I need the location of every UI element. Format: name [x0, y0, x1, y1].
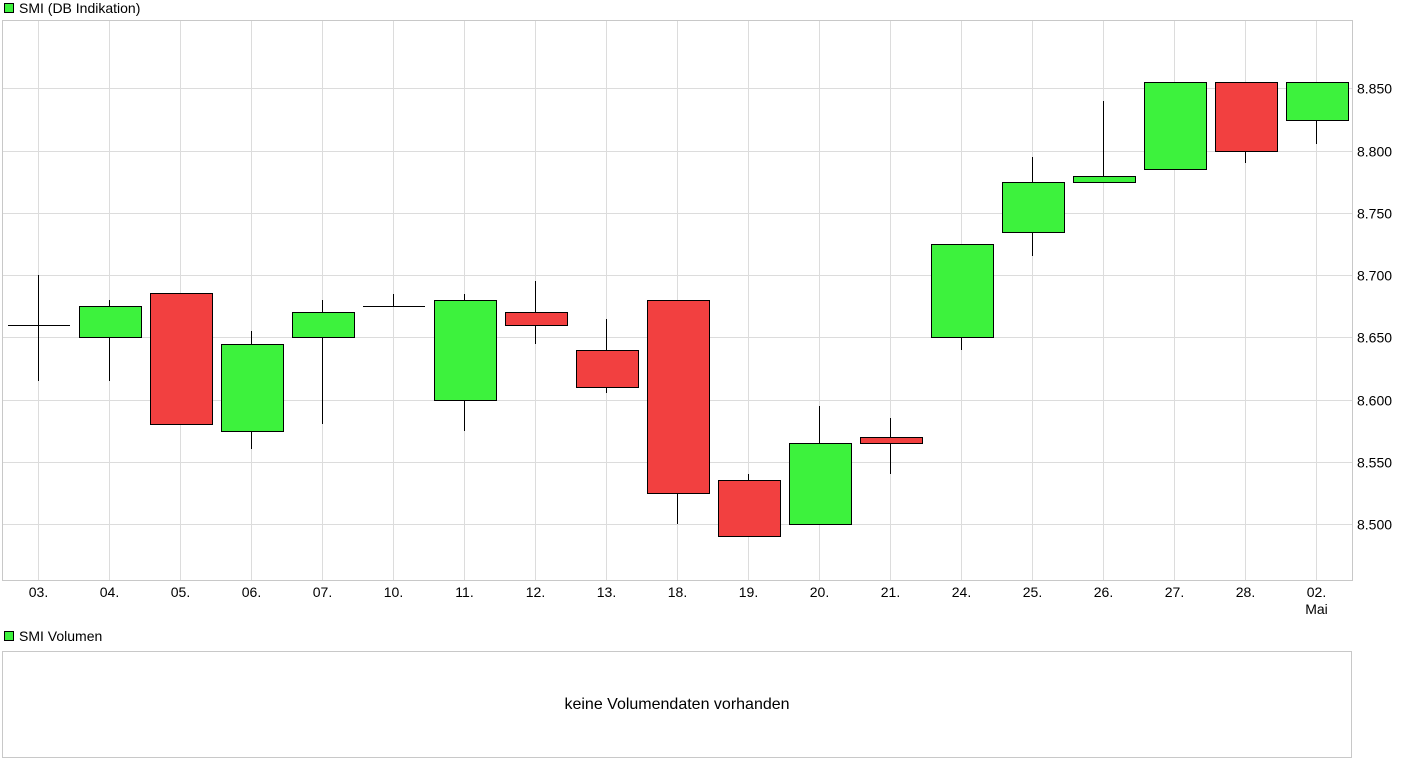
- candle: [931, 244, 994, 350]
- legend-main: SMI (DB Indikation): [4, 0, 140, 16]
- volume-panel: keine Volumendaten vorhanden: [2, 651, 1352, 758]
- candle-body-up: [434, 300, 497, 401]
- x-tick-label: 25.: [1023, 584, 1042, 600]
- y-tick-label: 8.500: [1357, 517, 1392, 533]
- candle: [860, 418, 923, 474]
- candle-body-up: [1286, 82, 1349, 121]
- candle: [505, 281, 568, 344]
- candle: [221, 331, 284, 449]
- x-tick-label: 21.: [881, 584, 900, 600]
- y-tick-label: 8.550: [1357, 455, 1392, 471]
- x-tick-label: 13.: [597, 584, 616, 600]
- plot-border: [2, 20, 1353, 581]
- candle-body-up: [1002, 182, 1065, 233]
- candle-body-down: [1215, 82, 1278, 152]
- x-tick-label: 03.: [29, 584, 48, 600]
- candle-body-down: [576, 350, 639, 388]
- candlestick-chart: 8.500 8.550 8.600 8.650 8.700 8.750 8.800 8.850…: [2, 20, 1392, 617]
- x-tick-label: 02.: [1307, 584, 1326, 600]
- x-tick-label: 26.: [1094, 584, 1113, 600]
- x-tick-label: 19.: [739, 584, 758, 600]
- candle-body-up: [1144, 82, 1207, 170]
- x-tick-label: 28.: [1236, 584, 1255, 600]
- y-tick-label: 8.850: [1357, 81, 1392, 97]
- candle: [363, 294, 425, 307]
- legend-main-swatch: [4, 3, 14, 13]
- x-tick-label: 27.: [1165, 584, 1184, 600]
- candle: [718, 474, 781, 537]
- y-tick-label: 8.600: [1357, 393, 1392, 409]
- volume-empty-message: keine Volumendaten vorhanden: [564, 695, 790, 713]
- y-tick-label: 8.700: [1357, 268, 1392, 284]
- candle: [647, 300, 710, 524]
- candle: [1215, 82, 1278, 163]
- candle-body-down: [150, 293, 213, 425]
- x-tick-label: 06.: [242, 584, 261, 600]
- x-axis-labels: 03. 04. 05. 06. 07. 10. 11. 12. 13. 18. 19. 20. 21. 2…: [29, 584, 1328, 617]
- x-tick-label: 18.: [668, 584, 687, 600]
- candle-body-up: [789, 443, 852, 525]
- x-tick-sublabel: Mai: [1305, 601, 1328, 617]
- candle: [1144, 82, 1207, 170]
- x-tick-label: 20.: [810, 584, 829, 600]
- candle: [1002, 157, 1065, 256]
- candle: [576, 319, 639, 393]
- y-tick-label: 8.800: [1357, 144, 1392, 160]
- y-tick-label: 8.750: [1357, 206, 1392, 222]
- x-tick-label: 04.: [100, 584, 119, 600]
- candle: [150, 293, 213, 425]
- candle-body-down: [860, 437, 923, 444]
- candle-body-down: [505, 312, 568, 326]
- legend-volume-label: SMI Volumen: [19, 628, 103, 644]
- x-tick-label: 12.: [526, 584, 545, 600]
- legend-volume: SMI Volumen: [4, 628, 102, 644]
- legend-main-label: SMI (DB Indikation): [19, 0, 141, 16]
- candle: [79, 300, 142, 381]
- x-tick-label: 11.: [455, 584, 473, 600]
- candle: [1286, 82, 1349, 144]
- candle: [292, 300, 355, 424]
- candle-body-up: [79, 306, 142, 338]
- legend-volume-swatch: [4, 631, 14, 641]
- y-tick-label: 8.650: [1357, 330, 1392, 346]
- candle: [434, 294, 497, 431]
- candle-body-up: [931, 244, 994, 338]
- candle: [8, 275, 70, 381]
- x-tick-label: 10.: [384, 584, 403, 600]
- candles: [8, 82, 1349, 537]
- x-tick-label: 05.: [171, 584, 190, 600]
- candle-body-down: [647, 300, 710, 494]
- candle: [1073, 101, 1136, 183]
- candle-body-up: [1073, 176, 1136, 183]
- candle: [789, 406, 852, 525]
- candle-body-down: [718, 480, 781, 537]
- candle-body-up: [221, 344, 284, 432]
- candle-body-up: [292, 312, 355, 338]
- y-axis-labels: 8.500 8.550 8.600 8.650 8.700 8.750 8.800 8.850: [1357, 81, 1392, 533]
- x-tick-label: 07.: [313, 584, 332, 600]
- x-tick-label: 24.: [952, 584, 971, 600]
